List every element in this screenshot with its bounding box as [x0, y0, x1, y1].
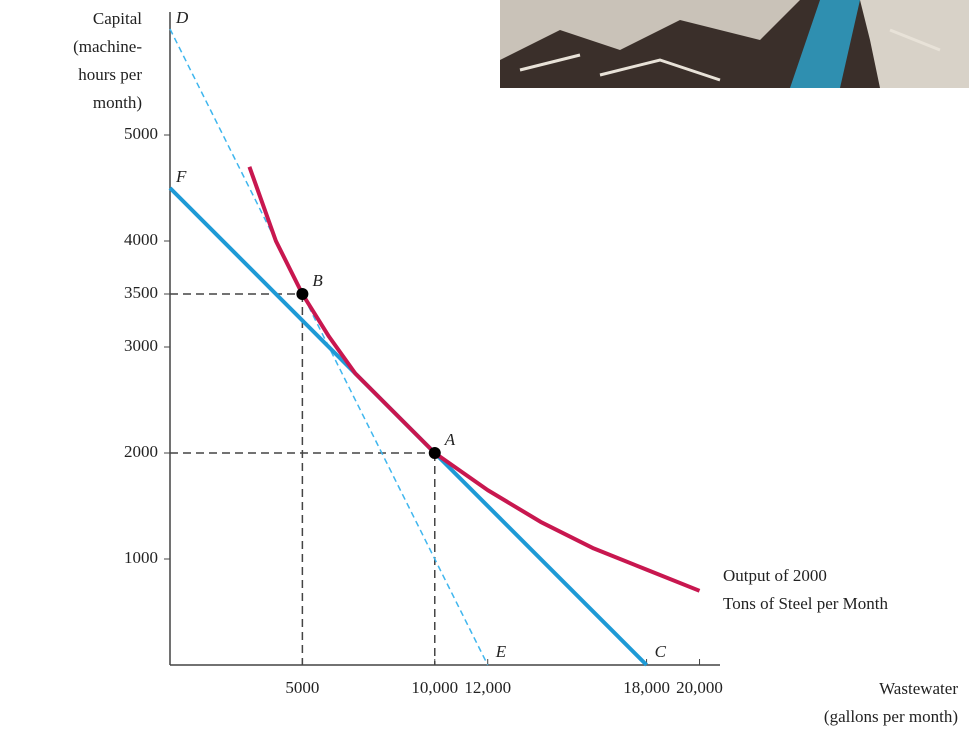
y-tick-label: 1000	[124, 548, 158, 567]
y-tick-label: 5000	[124, 124, 158, 143]
point	[296, 288, 309, 300]
y-tick-label: 3000	[124, 336, 158, 355]
x-tick-label: 12,000	[464, 678, 511, 697]
isoquant	[247, 166, 701, 593]
line-label: C	[655, 642, 667, 661]
point-label: B	[312, 271, 323, 290]
y-axis-label: hours per	[78, 65, 142, 84]
point	[428, 447, 441, 459]
y-axis-label: month)	[93, 93, 142, 112]
line-label: F	[175, 167, 187, 186]
curve-label: Tons of Steel per Month	[723, 594, 889, 613]
x-tick-label: 10,000	[411, 678, 458, 697]
point-label: A	[444, 430, 456, 449]
x-axis-label: (gallons per month)	[824, 707, 958, 726]
x-tick-label: 18,000	[623, 678, 670, 697]
y-axis-label: (machine-	[73, 37, 142, 56]
y-tick-label: 3500	[124, 283, 158, 302]
y-tick-label: 4000	[124, 230, 158, 249]
line-label: D	[175, 8, 189, 27]
x-axis-label: Wastewater	[879, 679, 958, 698]
y-tick-label: 2000	[124, 442, 158, 461]
y-axis-label: Capital	[93, 9, 142, 28]
x-tick-label: 20,000	[676, 678, 723, 697]
curve-label: Output of 2000	[723, 566, 827, 585]
line-label: E	[495, 642, 507, 661]
x-tick-label: 5000	[285, 678, 319, 697]
photo	[500, 0, 969, 88]
